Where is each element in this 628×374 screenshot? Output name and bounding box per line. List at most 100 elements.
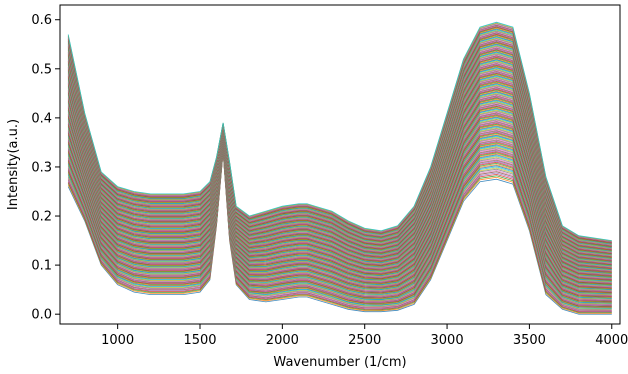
spectrum-line [67, 42, 612, 251]
spectrum-line [67, 94, 612, 276]
spectrum-line [67, 90, 612, 274]
spectrum-line [67, 52, 612, 256]
spectrum-line [67, 108, 612, 282]
spectrum-line [67, 126, 612, 291]
spectrum-line [67, 83, 612, 271]
spectrum-line [67, 88, 612, 273]
spectrum-line [67, 130, 612, 292]
spectrum-line [67, 122, 612, 289]
spectrum-line [67, 106, 612, 281]
spectrum-line [67, 24, 612, 243]
spectrum-line [67, 40, 612, 250]
spectrum-line [67, 132, 612, 294]
spectrum-line [67, 141, 612, 298]
spectrum-line [67, 99, 612, 278]
spectrum-line [67, 51, 612, 255]
spectrum-line [67, 92, 612, 274]
spectrum-line [67, 147, 612, 304]
y-tick-label: 0.0 [31, 308, 52, 323]
spectrum-line [67, 50, 612, 255]
spectrum-line [67, 117, 612, 286]
spectrum-line [67, 115, 612, 286]
spectrum-line [67, 80, 612, 269]
y-axis-ticks: 0.0 0.1 0.2 0.3 0.4 0.5 0.6 [31, 13, 60, 323]
spectrum-line [67, 150, 612, 311]
x-axis-ticks: 1000 1500 2000 2500 3000 3500 4000 [101, 324, 628, 348]
x-tick-label: 1500 [183, 333, 216, 348]
spectrum-line [67, 137, 612, 296]
spectrum-line [67, 140, 612, 297]
spectrum-line [67, 148, 612, 305]
spectrum-line [67, 85, 612, 271]
spectrum-line [67, 116, 612, 286]
spectrum-line [67, 147, 612, 304]
spectrum-line [67, 134, 612, 294]
spectrum-line [67, 148, 612, 306]
spectrum-line [67, 76, 612, 267]
spectrum-line [67, 43, 612, 252]
spectrum-line [67, 61, 612, 260]
spectrum-line [67, 105, 612, 281]
spectrum-line [67, 97, 612, 277]
spectrum-line [67, 29, 612, 245]
spectrum-line [67, 26, 612, 244]
spectrum-line [67, 41, 612, 251]
spectrum-line [67, 49, 612, 255]
spectrum-line [67, 152, 612, 315]
spectrum-line [67, 74, 612, 266]
spectrum-line [67, 56, 612, 258]
x-tick-label: 1000 [101, 333, 134, 348]
spectrum-line [67, 55, 612, 257]
spectrum-line [67, 146, 612, 302]
spectrum-line [67, 124, 612, 290]
spectrum-line [67, 55, 612, 257]
spectrum-line [67, 52, 612, 256]
plot-frame [59, 4, 621, 325]
spectrum-line [67, 57, 612, 258]
x-tick-label: 3000 [431, 333, 464, 348]
spectrum-line [67, 75, 612, 267]
x-tick-label: 3500 [513, 333, 546, 348]
spectrum-line [67, 92, 612, 275]
x-tick-label: 4000 [595, 333, 628, 348]
spectrum-line [67, 62, 612, 260]
spectrum-line [67, 66, 612, 262]
spectrum-line [67, 67, 612, 263]
spectrum-line [67, 71, 612, 265]
spectrum-line [67, 151, 612, 314]
spectrum-line [67, 131, 612, 293]
spectrum-line [67, 138, 612, 296]
spectrum-line [67, 107, 612, 281]
spectrum-line [67, 31, 612, 246]
spectrum-line [67, 148, 612, 306]
spectrum-line [67, 122, 612, 288]
spectrum-line [67, 35, 612, 248]
spectrum-line [67, 22, 612, 242]
spectrum-line [67, 95, 612, 276]
spectrum-line [67, 82, 612, 270]
spectrum-line [67, 45, 612, 253]
spectrum-line [67, 93, 612, 275]
spectrum-line [67, 48, 612, 254]
spectrum-line [67, 37, 612, 249]
spectrum-line [67, 39, 612, 250]
spectrum-line [67, 26, 612, 244]
y-tick-label: 0.1 [31, 259, 52, 274]
spectrum-line [67, 128, 612, 291]
spectrum-line [67, 115, 612, 285]
spectrum-line [67, 102, 612, 279]
y-tick-label: 0.2 [31, 210, 52, 225]
spectrum-line [67, 65, 612, 262]
spectrum-line [67, 147, 612, 303]
x-tick-label: 2500 [348, 333, 381, 348]
spectrum-line [67, 144, 612, 299]
spectrum-line [67, 149, 612, 309]
spectrum-line [67, 59, 612, 259]
spectrum-line [67, 112, 612, 284]
spectrum-line [67, 54, 612, 257]
spectrum-line [67, 53, 612, 256]
spectrum-line [67, 98, 612, 278]
spectrum-line [67, 111, 612, 284]
spectrum-line [67, 59, 612, 259]
spectrum-line [67, 79, 612, 269]
